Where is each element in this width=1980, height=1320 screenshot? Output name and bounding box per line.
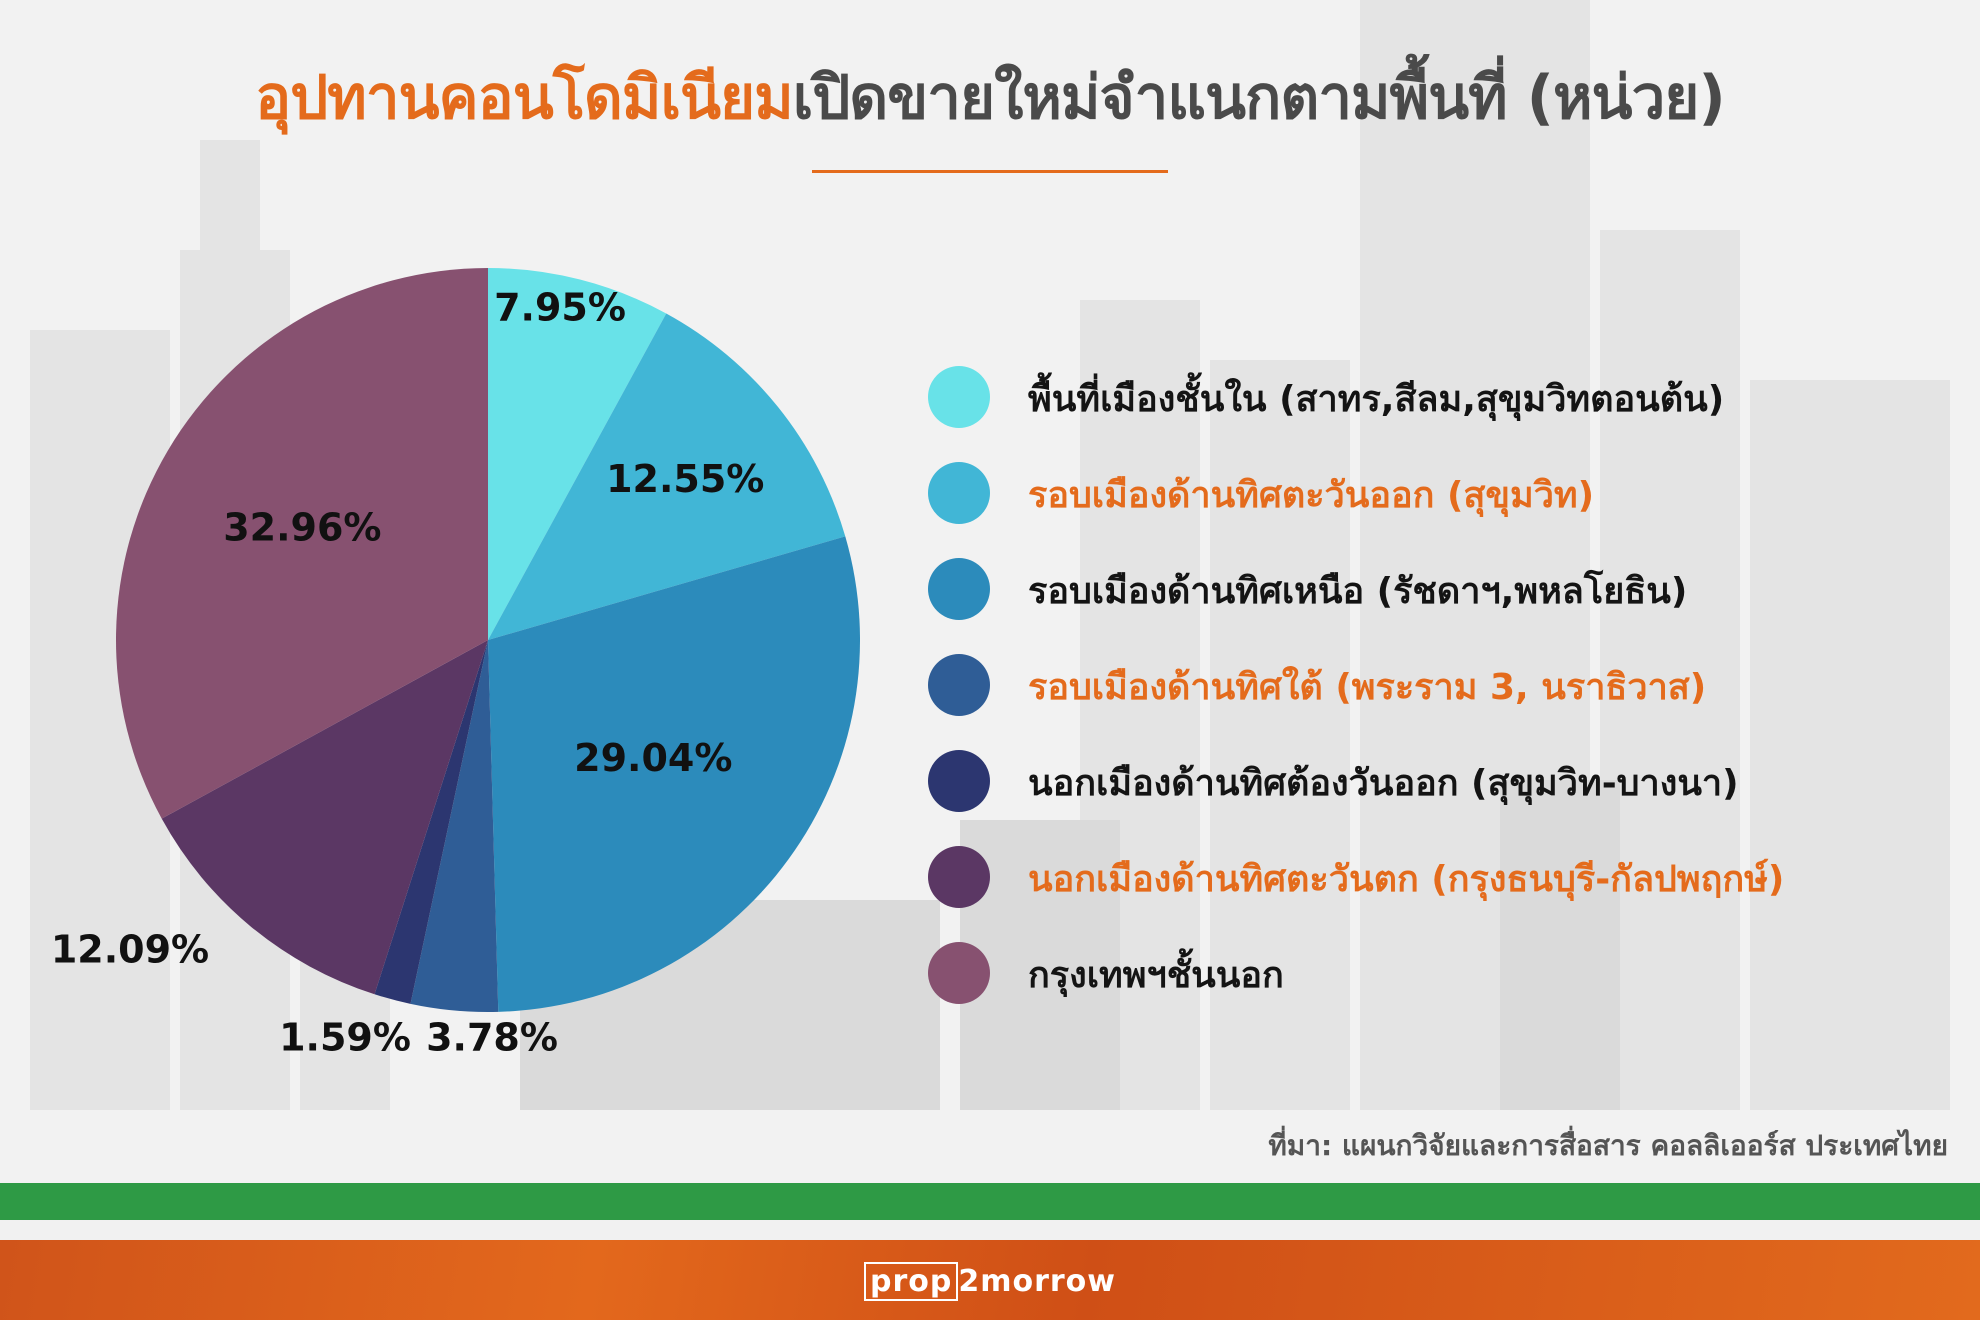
footer-green-band (0, 1183, 1980, 1220)
source-note: ที่มา: แผนกวิจัยและการสื่อสาร คอลลิเออร์… (1268, 1129, 1948, 1162)
legend-swatch (928, 558, 990, 620)
pie-slice (161, 640, 489, 995)
slice-data-label: 7.95% (494, 286, 626, 330)
slice-data-label: 12.09% (51, 928, 209, 972)
slice-data-label: 32.96% (223, 506, 381, 550)
chart-title-rest: เปิดขายใหม่จำแนกตามพื้นที่ (หน่วย) (792, 63, 1726, 133)
chart-title: อุปทานคอนโดมิเนียมเปิดขายใหม่จำแนกตามพื้… (0, 50, 1980, 145)
legend-label: รอบเมืองด้านทิศใต้ (พระราม 3, นราธิวาส) (1028, 667, 1707, 708)
legend-swatch (928, 366, 990, 428)
legend-label: นอกเมืองด้านทิศต้องวันออก (สุขุมวิท-บางน… (1028, 763, 1739, 804)
legend-swatch (928, 750, 990, 812)
legend-label: รอบเมืองด้านทิศตะวันออก (สุขุมวิท) (1028, 475, 1595, 516)
legend-label: รอบเมืองด้านทิศเหนือ (รัชดาฯ,พหลโยธิน) (1028, 571, 1688, 612)
legend-label: นอกเมืองด้านทิศตะวันตก (กรุงธนบุรี-กัลปพ… (1028, 859, 1785, 900)
footer-orange-band (0, 1240, 1980, 1320)
pie-slice (488, 313, 846, 640)
slice-data-label: 29.04% (574, 736, 732, 780)
title-underline (812, 170, 1168, 173)
pie-slice (374, 640, 488, 1004)
legend-label: พื้นที่เมืองชั้นใน (สาทร,สีลม,สุขุมวิทตอ… (1028, 379, 1725, 420)
pie-slice (410, 640, 499, 1012)
slice-data-label: 1.59% (279, 1016, 411, 1060)
pie-slice (488, 268, 667, 640)
slice-data-label: 3.78% (426, 1016, 558, 1060)
chart-title-accent: อุปทานคอนโดมิเนียม (255, 63, 794, 133)
legend-swatch (928, 846, 990, 908)
legend-swatch (928, 654, 990, 716)
pie-chart: 7.95% 12.55% 29.04% 3.78% 1.59% 12.09% 32.96% (51, 268, 860, 1060)
legend-swatch (928, 462, 990, 524)
legend-swatch (928, 942, 990, 1004)
legend-label: กรุงเทพฯชั้นนอก (1028, 955, 1284, 996)
prop2morrow-logo: prop 2morrow (0, 1262, 1980, 1301)
pie-slice (488, 536, 860, 1012)
pie-slice (115, 268, 489, 819)
slice-data-label: 12.55% (606, 457, 764, 501)
